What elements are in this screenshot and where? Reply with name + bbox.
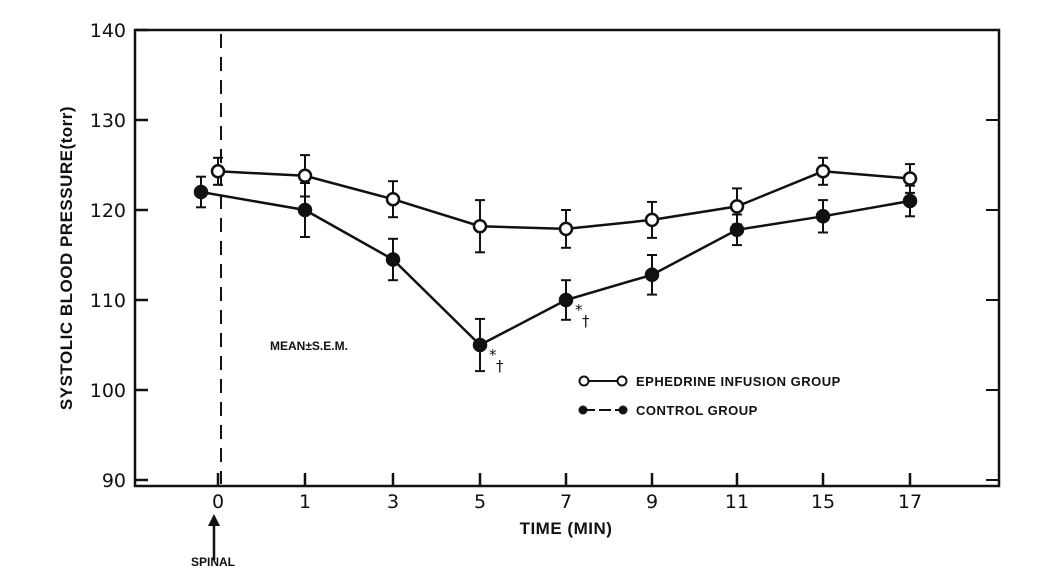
data-point: [815, 164, 831, 179]
data-point: [644, 212, 660, 228]
y-tick-label: 130: [90, 110, 126, 132]
significance-dagger: †: [582, 312, 590, 330]
data-point: [815, 209, 831, 224]
x-axis-title: TIME (MIN): [520, 519, 613, 538]
data-point: [729, 199, 745, 214]
legend-item-ephedrine: EPHEDRINE INFUSION GROUP: [578, 374, 841, 389]
legend-label-ephedrine: EPHEDRINE INFUSION GROUP: [636, 374, 841, 389]
y-tick-label: 100: [90, 380, 126, 402]
data-point: [472, 218, 488, 234]
x-tick-label: 17: [898, 491, 922, 513]
significance-asterisk: *: [489, 346, 497, 364]
y-tick-label: 110: [90, 290, 126, 312]
data-point: [644, 267, 660, 283]
series-ephedrine: [210, 154, 918, 254]
series-layer: [193, 154, 918, 373]
y-axis-title: SYSTOLIC BLOOD PRESSURE(torr): [57, 106, 76, 410]
data-point: [193, 184, 209, 200]
y-axis-ticks: 90 100 110 120 130 140: [90, 20, 999, 492]
data-point: [385, 252, 401, 267]
legend-label-control: CONTROL GROUP: [636, 403, 758, 418]
x-tick-label: 9: [646, 491, 658, 513]
data-point: [385, 191, 401, 207]
x-tick-label: 3: [387, 491, 399, 513]
series-control: [193, 175, 918, 373]
x-tick-label: 0: [212, 491, 224, 513]
data-point: [902, 193, 918, 209]
data-point: [297, 168, 313, 184]
data-point: [902, 171, 918, 186]
plot-frame: [133, 28, 1001, 488]
legend-item-control: CONTROL GROUP: [578, 403, 758, 418]
x-tick-label: 1: [299, 491, 311, 513]
y-tick-label: 90: [102, 470, 126, 492]
data-point: [558, 292, 574, 308]
significance-labels: *†*†: [489, 301, 590, 375]
x-tick-label: 5: [474, 491, 486, 513]
spinal-arrow: [208, 514, 220, 560]
data-point: [729, 222, 745, 238]
data-point: [472, 337, 488, 353]
y-tick-label: 140: [90, 20, 126, 42]
y-tick-label: 120: [90, 200, 126, 222]
significance-asterisk: *: [575, 301, 583, 319]
data-point: [297, 202, 313, 218]
x-axis-ticks: 0 1 3 5 7 9 11 15 17: [212, 473, 922, 513]
x-tick-label: 7: [560, 491, 572, 513]
mean-sem-annotation: MEAN±S.E.M.: [270, 339, 348, 353]
legend: EPHEDRINE INFUSION GROUP CONTROL GROUP: [578, 374, 841, 418]
data-point: [558, 221, 574, 237]
x-tick-label: 11: [725, 491, 749, 513]
spinal-label: SPINAL: [191, 555, 235, 569]
x-tick-label: 15: [811, 491, 835, 513]
data-point: [210, 164, 226, 179]
significance-dagger: †: [496, 357, 504, 375]
